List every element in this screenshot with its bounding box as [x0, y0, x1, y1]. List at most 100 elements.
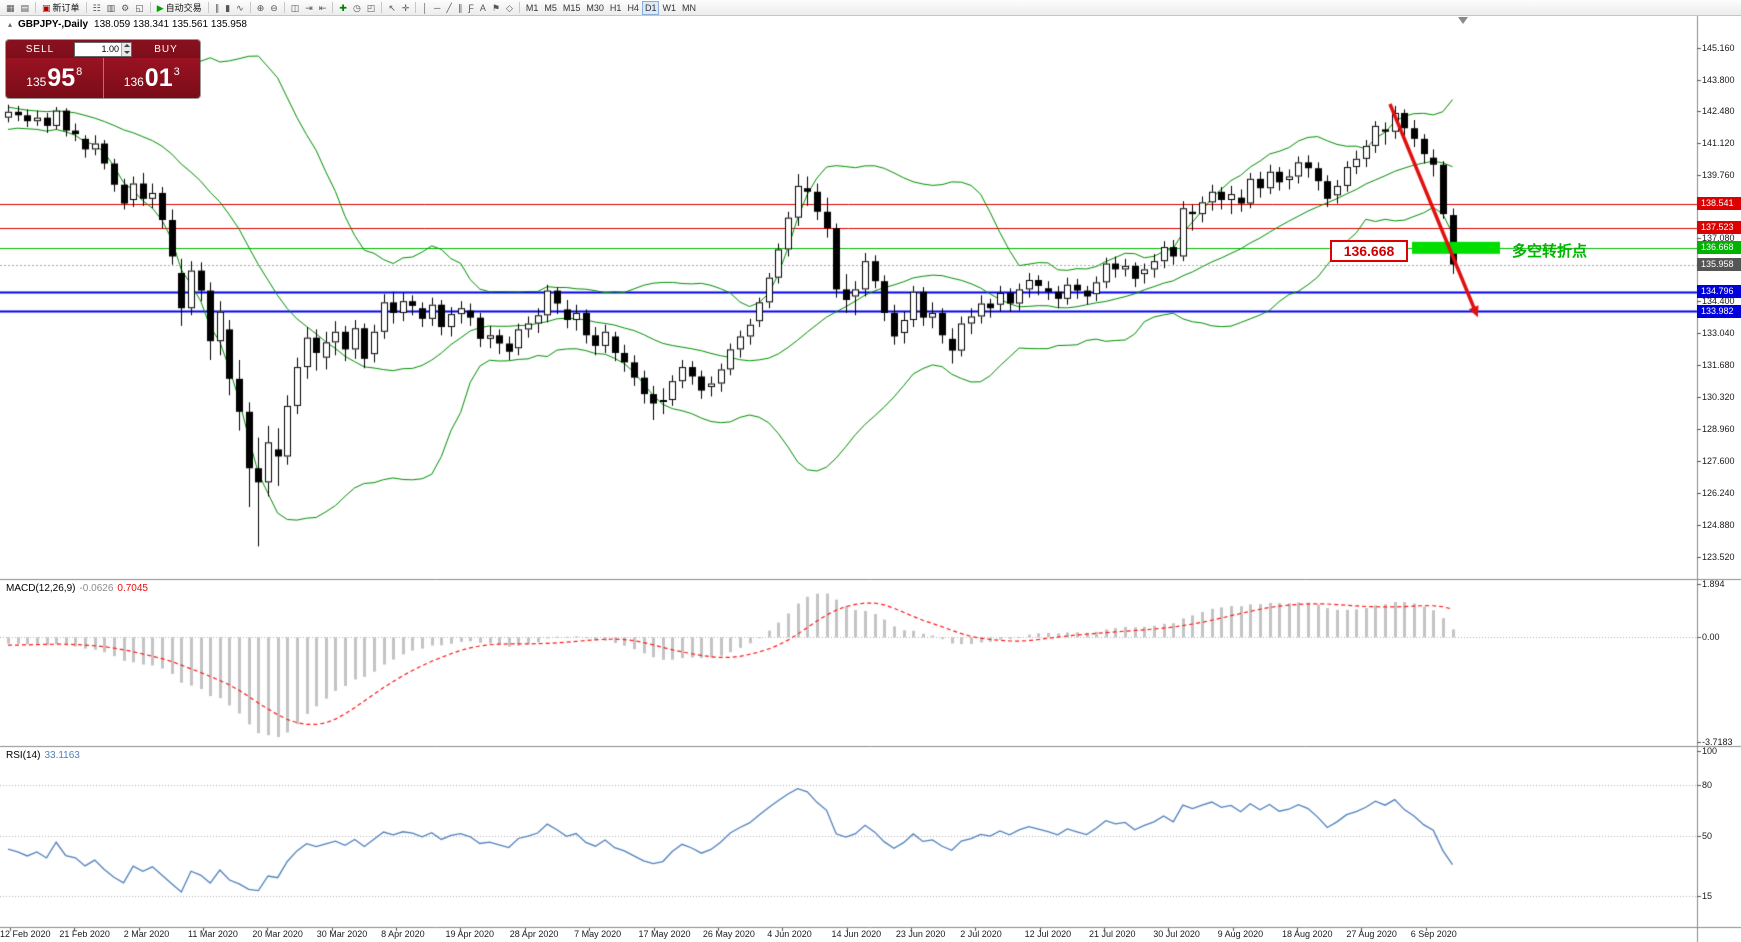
horizontal-line-button[interactable]: ─ [431, 1, 443, 15]
date-label: 9 Aug 2020 [1217, 929, 1264, 939]
timeframe-d1-button[interactable]: D1 [641, 0, 660, 15]
bid-price-fraction: 8 [76, 66, 83, 78]
chart-ohlc-values: 138.059 138.341 135.561 135.958 [94, 19, 247, 30]
timeframe-m15-button[interactable]: M15 [560, 1, 584, 15]
vertical-line-icon: │ [422, 2, 429, 13]
sell-button[interactable]: SELL [25, 43, 55, 55]
date-label: 21 Jul 2020 [1088, 929, 1136, 939]
one-click-trading-panel: SELL BUY 135 95 8 136 01 3 [6, 40, 200, 98]
market-watch-button[interactable]: ☷ [90, 1, 104, 15]
new-order-icon: ▣ [42, 2, 51, 13]
chart-shift-icon: ⇤ [318, 2, 327, 13]
toolbar-separator [149, 2, 151, 13]
price-axis-label: 139.760 [1702, 170, 1735, 181]
price-callout-136668[interactable]: 136.668 [1330, 240, 1408, 262]
bid-price[interactable]: 135 95 8 [6, 58, 103, 98]
buy-button[interactable]: BUY [154, 43, 178, 55]
date-label: 7 May 2020 [574, 929, 622, 939]
chart-shift-button[interactable]: ⇤ [316, 1, 330, 15]
rsi-value: 33.1163 [44, 750, 80, 761]
bid-price-pips: 95 [47, 63, 76, 92]
timeframe-mn-button[interactable]: MN [679, 1, 699, 15]
volume-decrease-button[interactable] [123, 50, 130, 54]
arrows-icon: ⚑ [491, 2, 500, 13]
templates-button[interactable]: ◰ [364, 1, 379, 15]
crosshair-button[interactable]: ✛ [399, 1, 413, 15]
vertical-line-button[interactable]: │ [419, 1, 431, 15]
price-badge-138541: 138.541 [1697, 197, 1741, 211]
price-badge-134796: 134.796 [1697, 285, 1741, 299]
data-window-button[interactable]: ▥ [104, 1, 119, 15]
line-chart-button[interactable]: ∿ [233, 1, 247, 15]
timeframe-h4-button[interactable]: H4 [624, 1, 642, 15]
price-badge-136668: 136.668 [1697, 241, 1741, 255]
shapes-button[interactable]: ◇ [503, 1, 516, 15]
chart-profiles-button[interactable]: ▤ [18, 1, 33, 15]
toolbar-separator [415, 2, 417, 13]
zoom-in-button[interactable]: ⊕ [254, 1, 268, 15]
chart-symbol-period: GBPJPY-,Daily [18, 19, 89, 30]
date-label: 8 Apr 2020 [381, 929, 425, 939]
toolbar: ▦ ▤ ▣ 新订单 ☷ ▥ ⚙ ◱ ▶ 自动交易 ∥ ▮ ∿ ⊕ ⊖ ◫ ⇥ ⇤ ✚ ◷ ◰ ↖ ✛ │ ─ ╱ ∥ Ƒ A ⚑ ◇ M1 M5… [0, 0, 1741, 16]
ask-price[interactable]: 136 01 3 [102, 58, 201, 98]
toolbar-separator [207, 2, 209, 13]
new-order-label: 新订单 [52, 3, 80, 13]
volume-increase-button[interactable] [123, 44, 130, 48]
terminal-button[interactable]: ◱ [132, 1, 147, 15]
horizontal-line-icon: ─ [434, 2, 441, 13]
price-axis[interactable]: 145.160 143.800 142.480 141.120 139.760 137.0… [1697, 0, 1741, 942]
trendline-button[interactable]: ╱ [443, 1, 454, 15]
price-axis-label: 133.040 [1702, 328, 1735, 339]
price-axis-label: 130.320 [1702, 392, 1735, 403]
new-order-button[interactable]: ▣ 新订单 [39, 1, 83, 15]
candlestick-chart-button[interactable]: ▮ [222, 1, 233, 15]
fibonacci-button[interactable]: Ƒ [465, 1, 477, 15]
indicators-button[interactable]: ✚ [336, 1, 350, 15]
timeframe-m30-button[interactable]: M30 [583, 1, 607, 15]
date-label: 14 Jun 2020 [831, 929, 882, 939]
arrows-button[interactable]: ⚑ [489, 1, 503, 15]
one-click-toggle-icon[interactable]: ▴ [8, 20, 13, 29]
new-chart-button[interactable]: ▦ [3, 1, 18, 15]
toolbar-separator [381, 2, 383, 13]
zoom-in-icon: ⊕ [256, 2, 265, 13]
price-axis-label: 134.400 [1702, 296, 1735, 307]
date-label: 2 Mar 2020 [123, 929, 170, 939]
date-label: 6 Sep 2020 [1410, 929, 1457, 939]
bar-chart-button[interactable]: ∥ [212, 1, 223, 15]
auto-scroll-button[interactable]: ⇥ [302, 1, 316, 15]
tile-windows-button[interactable]: ◫ [288, 1, 303, 15]
equidistant-channel-button[interactable]: ∥ [455, 1, 466, 15]
volume-input[interactable] [75, 42, 121, 56]
chart-shift-marker[interactable] [1458, 17, 1468, 24]
timeframe-m5-button[interactable]: M5 [541, 1, 560, 15]
timeframe-w1-button[interactable]: W1 [659, 1, 679, 15]
price-axis-label: 123.520 [1702, 552, 1735, 563]
toolbar-separator [85, 2, 87, 13]
text-icon: A [479, 2, 486, 13]
date-label: 12 Jul 2020 [1024, 929, 1072, 939]
zoom-out-icon: ⊖ [270, 2, 278, 13]
date-label: 18 Aug 2020 [1282, 929, 1333, 939]
navigator-button[interactable]: ⚙ [118, 1, 132, 15]
zoom-out-button[interactable]: ⊖ [267, 1, 281, 15]
periods-button[interactable]: ◷ [350, 1, 364, 15]
toolbar-separator [283, 2, 285, 13]
auto-trading-button[interactable]: ▶ 自动交易 [154, 1, 205, 15]
text-button[interactable]: A [477, 1, 489, 15]
price-axis-label: 131.680 [1702, 360, 1735, 371]
cursor-button[interactable]: ↖ [385, 1, 399, 15]
timeframe-m1-button[interactable]: M1 [523, 1, 542, 15]
price-badge-135958: 135.958 [1697, 258, 1741, 272]
toolbar-separator [332, 2, 334, 13]
timeframe-h1-button[interactable]: H1 [607, 1, 625, 15]
macd-axis-label: -3.7183 [1702, 737, 1733, 747]
volume-spinner [121, 42, 131, 56]
terminal-icon: ◱ [135, 2, 144, 13]
date-label: 2 Jul 2020 [960, 929, 1002, 939]
time-axis[interactable]: 12 Feb 2020 21 Feb 2020 2 Mar 2020 11 Mar 2… [0, 928, 1697, 942]
price-badge-137523: 137.523 [1697, 221, 1741, 235]
auto-trading-icon: ▶ [156, 2, 164, 13]
date-label: 23 Jun 2020 [895, 929, 946, 939]
